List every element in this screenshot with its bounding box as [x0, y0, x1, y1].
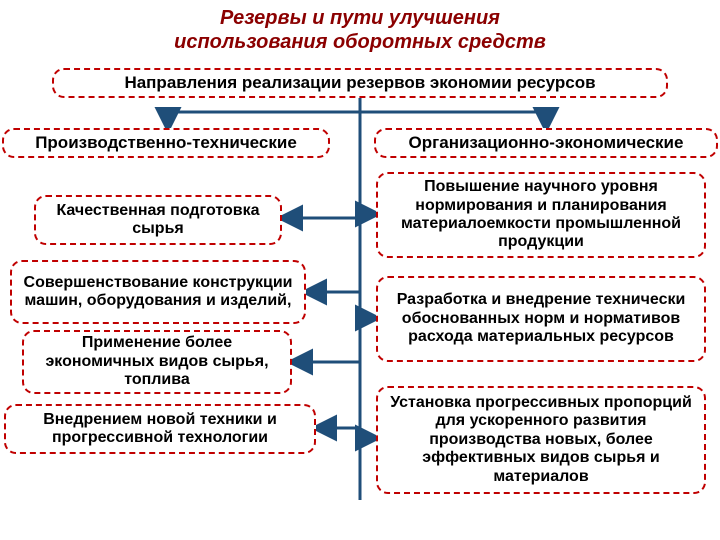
node-left-3: Применение более экономичных видов сырья… [22, 330, 292, 394]
title-line-1: Резервы и пути улучшения [220, 7, 500, 29]
node-directions: Направления реализации резервов экономии… [52, 68, 668, 98]
node-text: Направления реализации резервов экономии… [124, 73, 595, 93]
node-text: Повышение научного уровня нормирования и… [386, 178, 696, 252]
title-line-2: использования оборотных средств [174, 31, 546, 53]
node-right-2: Разработка и внедрение технически обосно… [376, 276, 706, 362]
node-text: Внедрением новой техники и прогрессивной… [14, 411, 306, 448]
node-text: Разработка и внедрение технически обосно… [386, 291, 696, 346]
node-left-2: Совершенствование конструкции машин, обо… [10, 260, 306, 324]
node-text: Установка прогрессивных пропорций для ус… [386, 394, 696, 486]
node-right-head: Организационно-экономические [374, 128, 718, 158]
node-text: Совершенствование конструкции машин, обо… [20, 274, 296, 311]
node-right-1: Повышение научного уровня нормирования и… [376, 172, 706, 258]
page-title: Резервы и пути улучшения использования о… [0, 0, 720, 58]
node-text: Применение более экономичных видов сырья… [32, 334, 282, 389]
node-left-1: Качественная подготовка сырья [34, 195, 282, 245]
node-left-4: Внедрением новой техники и прогрессивной… [4, 404, 316, 454]
node-text: Организационно-экономические [409, 133, 684, 153]
node-text: Производственно-технические [35, 133, 297, 153]
node-right-3: Установка прогрессивных пропорций для ус… [376, 386, 706, 494]
node-text: Качественная подготовка сырья [44, 202, 272, 239]
node-left-head: Производственно-технические [2, 128, 330, 158]
